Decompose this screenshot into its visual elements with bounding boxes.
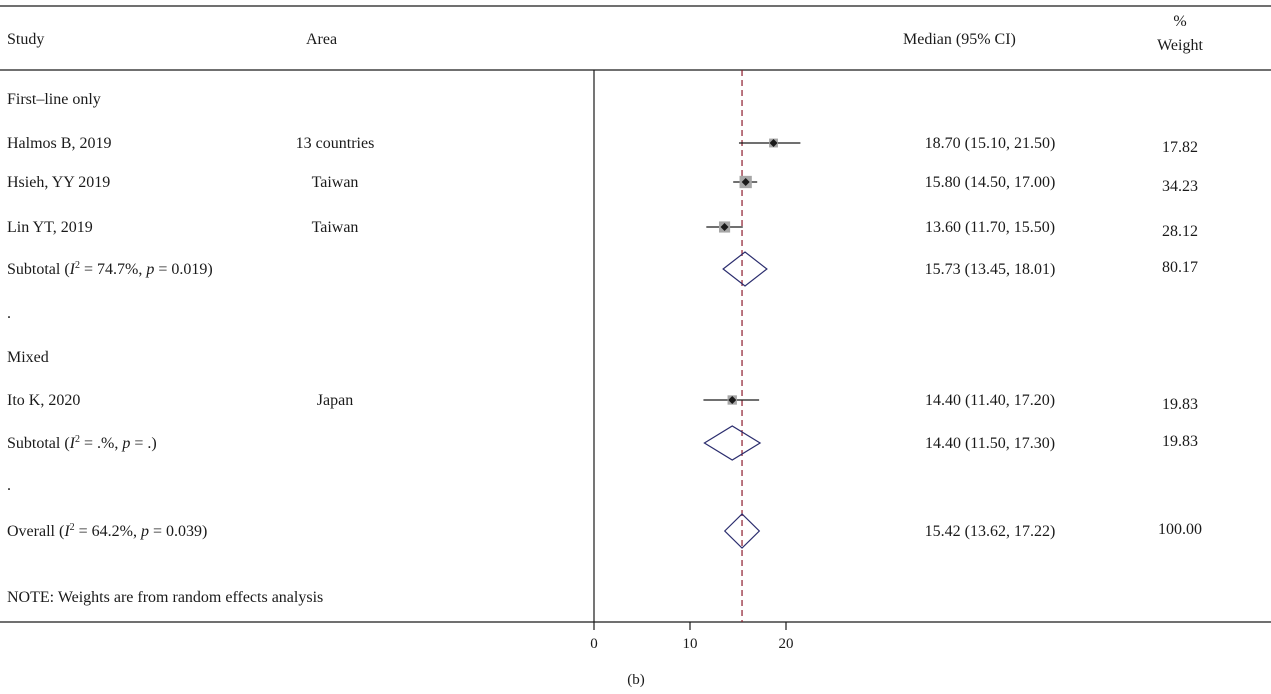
- x-tick-label: 10: [683, 636, 698, 652]
- study-area: Taiwan: [312, 219, 359, 236]
- header-median: Median (95% CI): [903, 31, 1016, 48]
- study-point: [728, 396, 737, 404]
- overall-weight: 100.00: [1158, 521, 1202, 538]
- study-point: [741, 178, 750, 186]
- study-weight: 19.83: [1162, 396, 1198, 413]
- overall-ci-text: 15.42 (13.62, 17.22): [925, 523, 1056, 540]
- group-label: First–line only: [7, 91, 101, 108]
- note-text: NOTE: Weights are from random effects an…: [7, 589, 323, 606]
- study-name: Halmos B, 2019: [7, 135, 111, 152]
- study-weight: 28.12: [1162, 223, 1198, 240]
- subtotal-diamond: [722, 251, 768, 287]
- spacer-dot: .: [7, 305, 11, 322]
- header-weight: Weight: [1157, 37, 1203, 54]
- study-name: Hsieh, YY 2019: [7, 174, 110, 191]
- subtotal-weight: 19.83: [1162, 433, 1198, 450]
- forest-rows: First–line only Halmos B, 2019 13 countrie…: [7, 91, 1202, 549]
- study-area: Japan: [317, 392, 353, 409]
- study-point: [769, 139, 778, 147]
- study-ci-text: 18.70 (15.10, 21.50): [925, 135, 1056, 152]
- study-ci-text: 14.40 (11.40, 17.20): [925, 392, 1055, 409]
- study-name: Lin YT, 2019: [7, 219, 93, 236]
- header-area: Area: [306, 31, 337, 48]
- study-ci-text: 15.80 (14.50, 17.00): [925, 174, 1056, 191]
- x-axis: 0 10 20: [590, 622, 794, 652]
- subtotal-weight: 80.17: [1162, 259, 1198, 276]
- study-area: Taiwan: [312, 174, 359, 191]
- subtotal-ci-text: 14.40 (11.50, 17.30): [925, 435, 1055, 452]
- study-name: Ito K, 2020: [7, 392, 80, 409]
- study-area: 13 countries: [296, 135, 375, 152]
- spacer-dot: .: [7, 477, 11, 494]
- subtotal-ci-text: 15.73 (13.45, 18.01): [925, 261, 1056, 278]
- overall-diamond: [723, 513, 761, 549]
- study-ci-text: 13.60 (11.70, 15.50): [925, 219, 1055, 236]
- group-label: Mixed: [7, 349, 49, 366]
- header-study: Study: [7, 31, 44, 48]
- x-tick-label: 0: [590, 636, 598, 652]
- subtotal-label: Subtotal (I2 = 74.7%, p = 0.019): [7, 260, 213, 278]
- overall-label: Overall (I2 = 64.2%, p = 0.039): [7, 522, 207, 540]
- study-point: [720, 223, 729, 231]
- subtotal-diamond: [703, 425, 762, 461]
- subtotal-label: Subtotal (I2 = .%, p = .): [7, 434, 157, 452]
- header-weight-percent: %: [1173, 13, 1186, 30]
- figure-caption: (b): [627, 672, 645, 688]
- study-weight: 17.82: [1162, 139, 1198, 156]
- x-tick-label: 20: [779, 636, 794, 652]
- study-weight: 34.23: [1162, 178, 1198, 195]
